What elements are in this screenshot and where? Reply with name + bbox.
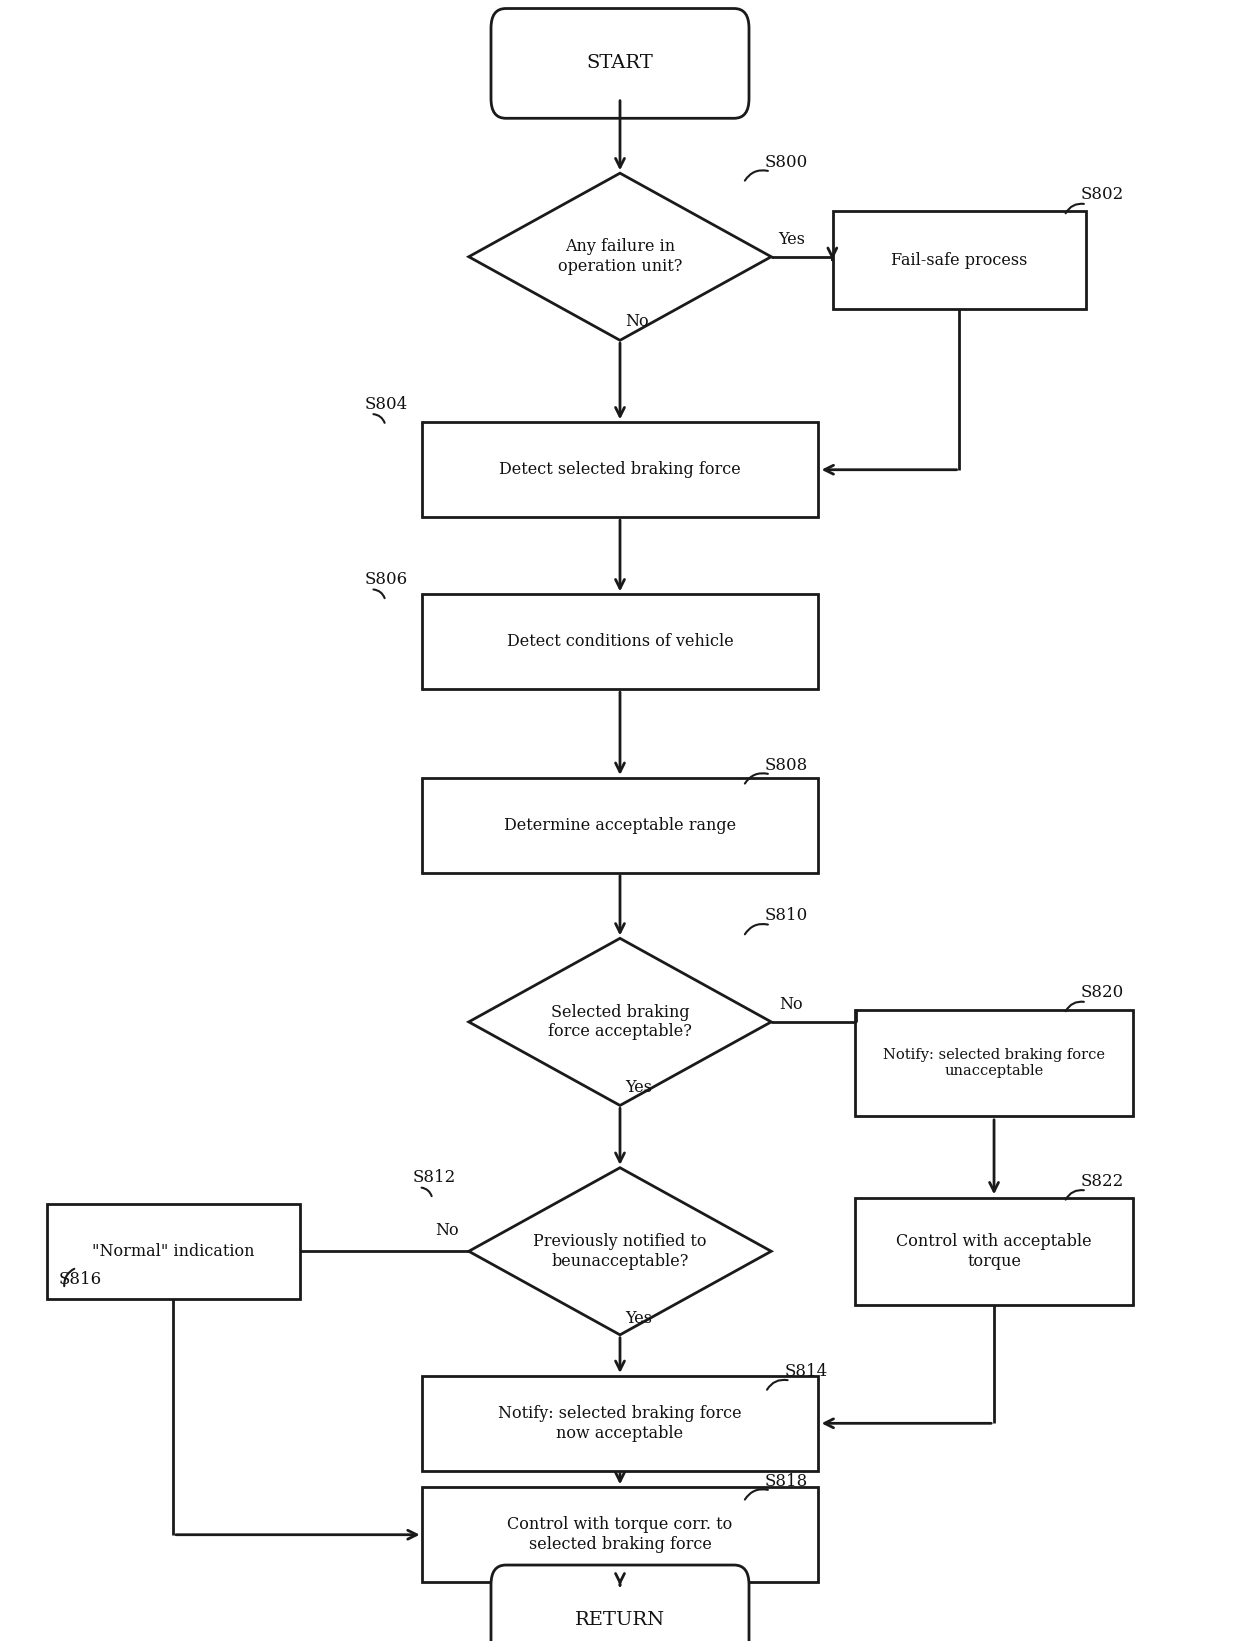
Bar	[423, 593, 817, 689]
Text: No: No	[779, 996, 802, 1013]
Text: S822: S822	[1080, 1172, 1123, 1190]
FancyBboxPatch shape	[491, 1565, 749, 1644]
Text: Detect conditions of vehicle: Detect conditions of vehicle	[507, 633, 733, 651]
Text: RETURN: RETURN	[575, 1611, 665, 1629]
Text: Notify: selected braking force
now acceptable: Notify: selected braking force now accep…	[498, 1406, 742, 1442]
Text: Previously notified to
beunacceptable?: Previously notified to beunacceptable?	[533, 1233, 707, 1269]
Text: "Normal" indication: "Normal" indication	[92, 1243, 254, 1259]
Text: S800: S800	[764, 153, 807, 171]
Text: Yes: Yes	[625, 1080, 652, 1097]
Bar	[856, 1198, 1133, 1305]
Bar	[47, 1203, 300, 1299]
Text: S818: S818	[764, 1473, 807, 1489]
Text: Notify: selected braking force
unacceptable: Notify: selected braking force unaccepta…	[883, 1047, 1105, 1078]
Text: S804: S804	[365, 396, 408, 413]
Bar	[856, 1009, 1133, 1116]
Text: Yes: Yes	[625, 1310, 652, 1327]
Text: Selected braking
force acceptable?: Selected braking force acceptable?	[548, 1003, 692, 1041]
Text: S812: S812	[413, 1169, 456, 1187]
Text: Control with acceptable
torque: Control with acceptable torque	[897, 1233, 1092, 1269]
Polygon shape	[469, 173, 771, 340]
Text: Fail-safe process: Fail-safe process	[892, 252, 1028, 268]
Text: S806: S806	[365, 572, 408, 589]
Text: S810: S810	[764, 907, 807, 924]
Bar	[423, 1488, 817, 1582]
Text: S802: S802	[1080, 186, 1123, 204]
Text: Control with torque corr. to
selected braking force: Control with torque corr. to selected br…	[507, 1516, 733, 1554]
Text: S814: S814	[784, 1363, 827, 1379]
Text: S820: S820	[1080, 985, 1123, 1001]
Text: Yes: Yes	[777, 230, 805, 248]
Polygon shape	[469, 939, 771, 1105]
Polygon shape	[469, 1167, 771, 1335]
Text: S808: S808	[764, 756, 807, 774]
Bar	[423, 423, 817, 518]
Text: No: No	[625, 312, 649, 329]
Text: Detect selected braking force: Detect selected braking force	[500, 462, 740, 478]
Text: S816: S816	[58, 1271, 102, 1287]
FancyBboxPatch shape	[491, 8, 749, 118]
Text: Any failure in
operation unit?: Any failure in operation unit?	[558, 238, 682, 275]
Text: START: START	[587, 54, 653, 72]
Bar	[423, 778, 817, 873]
Bar	[833, 210, 1086, 309]
Text: Determine acceptable range: Determine acceptable range	[503, 817, 737, 834]
Bar	[423, 1376, 817, 1471]
Text: No: No	[435, 1221, 459, 1240]
